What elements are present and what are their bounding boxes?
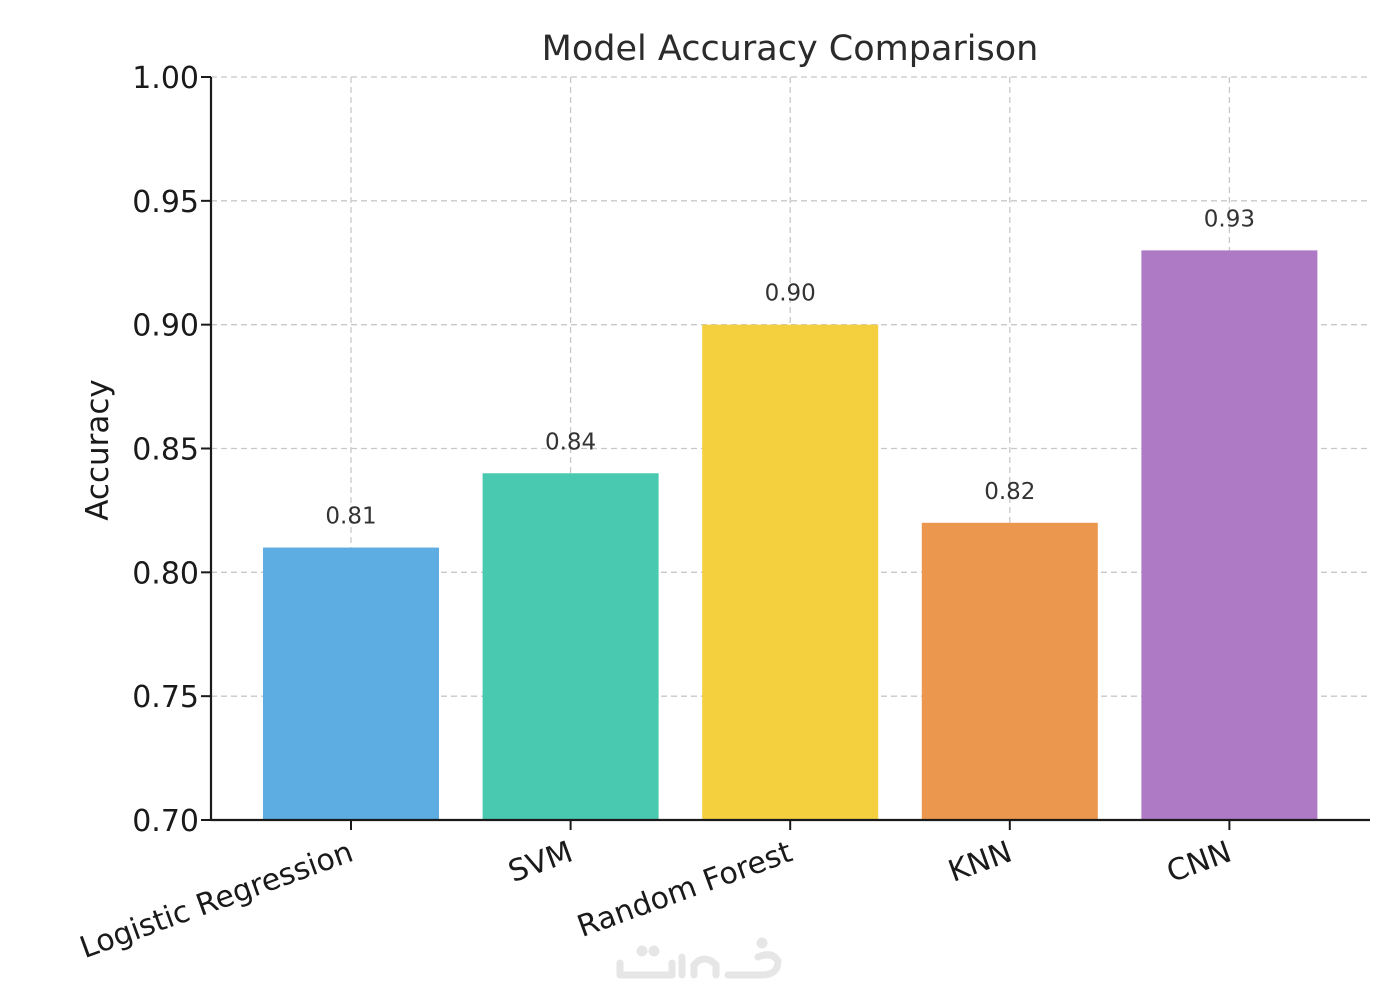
bar bbox=[1141, 250, 1318, 820]
x-tick-label: KNN bbox=[944, 835, 1017, 890]
y-tick-label: 0.95 bbox=[132, 185, 199, 220]
y-tick-label: 0.70 bbox=[132, 804, 199, 839]
value-labels: 0.81 0.84 0.90 0.82 0.93 bbox=[325, 206, 1255, 529]
y-tick-label: 0.85 bbox=[132, 433, 199, 468]
chart-title: Model Accuracy Comparison bbox=[542, 29, 1039, 69]
bar-value-label: 0.82 bbox=[984, 479, 1035, 505]
y-tick-label: 1.00 bbox=[132, 61, 199, 96]
y-axis-label: Accuracy bbox=[80, 379, 116, 521]
y-tick-label: 0.90 bbox=[132, 309, 199, 344]
bar bbox=[263, 547, 439, 820]
bar bbox=[702, 324, 879, 820]
watermark-logo bbox=[616, 937, 782, 979]
bar bbox=[482, 473, 659, 820]
x-tick-label: CNN bbox=[1162, 835, 1236, 890]
x-tick-label: SVM bbox=[504, 835, 577, 890]
x-tick-label: Random Forest bbox=[573, 835, 797, 945]
bar bbox=[921, 522, 1098, 820]
bar-value-label: 0.90 bbox=[765, 281, 816, 307]
bar-value-label: 0.84 bbox=[545, 429, 596, 455]
bar-value-label: 0.93 bbox=[1204, 206, 1255, 232]
x-tick-label: Logistic Regression bbox=[75, 835, 357, 966]
y-tick-label: 0.75 bbox=[132, 680, 199, 715]
y-tick-label: 0.80 bbox=[132, 556, 199, 591]
bars bbox=[263, 250, 1318, 820]
bar-value-label: 0.81 bbox=[325, 504, 376, 530]
